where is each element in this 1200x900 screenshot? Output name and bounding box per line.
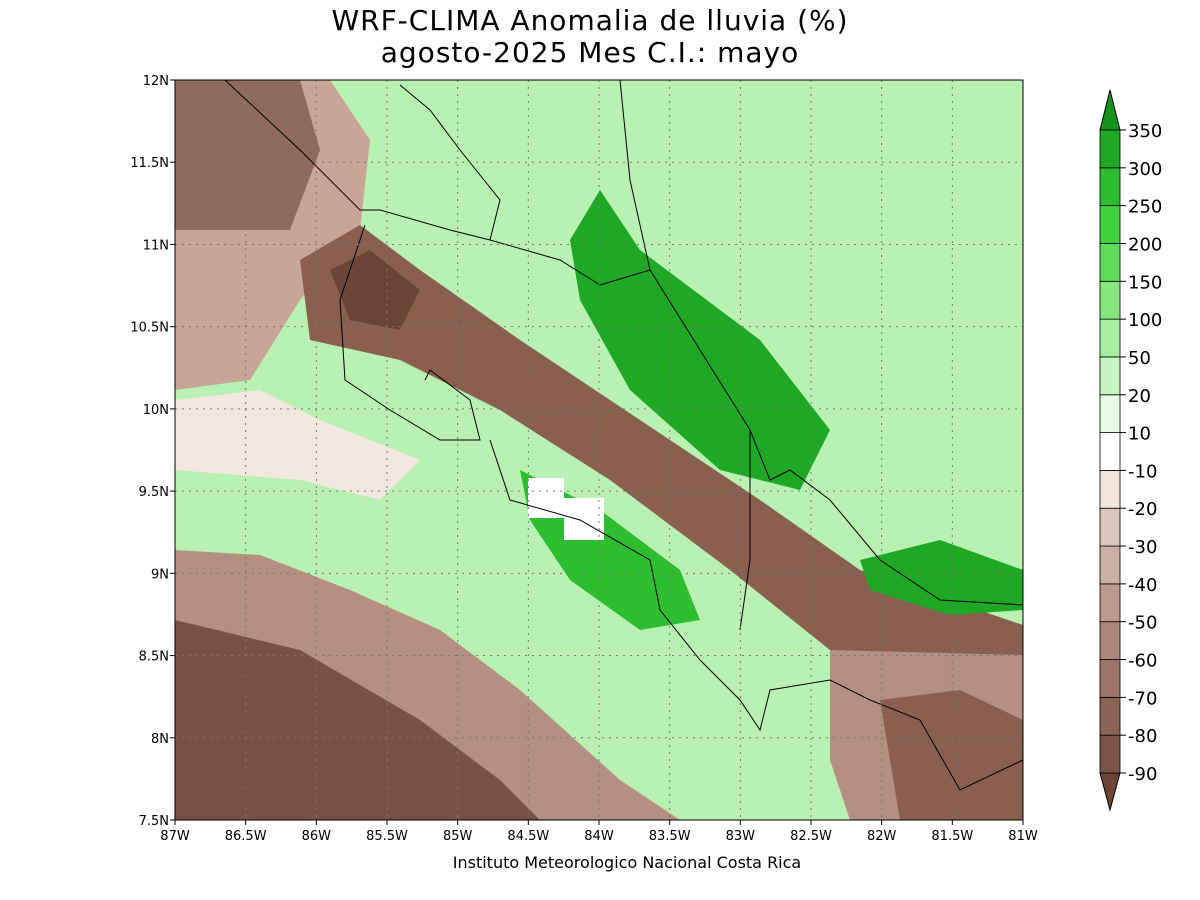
field-area (880, 690, 1023, 820)
coastline (489, 79, 651, 286)
colorbar-label: 50 (1128, 348, 1151, 369)
coastline (224, 79, 501, 241)
colorbar-label: 150 (1128, 272, 1162, 293)
colorbar-label: 10 (1128, 424, 1151, 445)
field-area (330, 250, 420, 330)
x-tick-label: 81W (1008, 829, 1038, 844)
colorbar-box (1099, 734, 1121, 774)
colorbar-label: -90 (1128, 764, 1157, 785)
colorbar-label: 100 (1128, 310, 1162, 331)
field (175, 79, 1024, 820)
x-tick-label: 86.5W (225, 829, 267, 844)
x-tick-label: 84.5W (507, 829, 549, 844)
missing-cell (564, 498, 604, 540)
y-tick-label: 9.5N (139, 485, 169, 500)
missing-cell (528, 478, 564, 518)
colorbar-box (1099, 659, 1121, 698)
coastline (649, 269, 1024, 606)
colorbar-box (1099, 394, 1121, 433)
y-tick-label: 12N (143, 74, 169, 89)
x-tick-label: 82W (867, 829, 897, 844)
y-tick-label: 7.5N (139, 814, 169, 829)
y-tick-label: 8N (151, 732, 169, 747)
colorbar-box (1099, 545, 1121, 585)
field-area (175, 80, 320, 230)
border (739, 430, 751, 631)
title-line: WRF-CLIMA Anomalia de lluvia (%) (331, 4, 848, 37)
field-area (570, 190, 830, 490)
colorbar-box (1099, 129, 1121, 169)
y-tick-label: 8.5N (139, 650, 169, 665)
colorbar-box (1099, 167, 1121, 207)
field-area (300, 225, 1023, 700)
field-area (175, 390, 420, 500)
colorbar-label: 300 (1128, 159, 1162, 180)
colorbar-label: -60 (1128, 651, 1157, 672)
map-frame (174, 79, 1024, 821)
y-tick-label: 9N (151, 567, 169, 582)
x-tick-label: 86W (302, 829, 332, 844)
coastline (339, 224, 481, 441)
colorbar-label: -50 (1128, 613, 1157, 634)
colorbar-box (1099, 507, 1121, 547)
coastline (489, 439, 1024, 791)
x-tick-label: 84W (584, 829, 614, 844)
y-tick-label: 10.5N (130, 321, 169, 336)
colorbar-box (1099, 583, 1121, 623)
colorbar-label: 20 (1128, 386, 1151, 407)
colorbar-label: 350 (1128, 121, 1162, 142)
x-tick-label: 87W (160, 829, 190, 844)
x-tick-label: 83W (726, 829, 756, 844)
colorbar-label: 200 (1128, 234, 1162, 255)
grid: 87W 86.5W 86W 85.5W 85W 84.5W 84W 83.5W 83W 82.5W… (130, 74, 1038, 844)
title-line: agosto-2025 Mes C.I.: mayo (381, 36, 800, 69)
footer: Instituto Meteorologico Nacional Costa R… (453, 853, 801, 872)
colorbar-box (1099, 470, 1121, 509)
colorbar-label: -30 (1128, 537, 1157, 558)
colorbar: -90 -80 -70 -60 -50 -40 -30 -20 -10 10 20 50 100 150 2… (1099, 89, 1162, 812)
x-tick-label: 85.5W (366, 829, 408, 844)
x-tick-label: 85W (443, 829, 473, 844)
colorbar-label: -20 (1128, 499, 1157, 520)
colorbar-label: -80 (1128, 726, 1157, 747)
colorbar-end (1099, 89, 1121, 131)
x-tick-label: 82.5W (790, 829, 832, 844)
field-area (175, 620, 540, 820)
y-tick-label: 11.5N (130, 156, 169, 171)
colorbar-box (1099, 696, 1121, 736)
field-area (860, 540, 1023, 615)
x-tick-label: 83.5W (649, 829, 691, 844)
colorbar-box (1099, 432, 1121, 471)
colorbar-label: 250 (1128, 197, 1162, 218)
colorbar-label: -40 (1128, 575, 1157, 596)
colorbar-box (1099, 621, 1121, 660)
x-tick-label: 81.5W (931, 829, 973, 844)
colorbar-label: -70 (1128, 688, 1157, 709)
y-tick-label: 10N (143, 403, 169, 418)
colorbar-box (1099, 356, 1121, 396)
colorbar-end (1099, 772, 1121, 812)
colorbar-label: -10 (1128, 461, 1157, 482)
y-tick-label: 11N (143, 238, 169, 253)
colorbar-box (1099, 243, 1121, 282)
colorbar-box (1099, 318, 1121, 358)
colorbar-box (1099, 280, 1121, 320)
colorbar-box (1099, 205, 1121, 244)
